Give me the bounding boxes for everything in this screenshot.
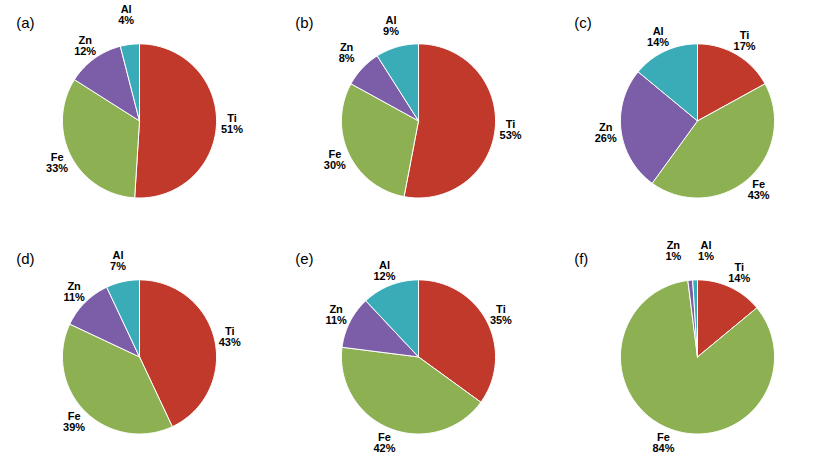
svg-text:(d): (d)	[17, 250, 35, 267]
svg-text:Ti43%: Ti43%	[219, 325, 241, 348]
svg-text:Ti51%: Ti51%	[221, 112, 243, 135]
svg-text:Ti17%: Ti17%	[733, 29, 755, 52]
svg-text:Zn12%: Zn12%	[74, 34, 96, 57]
svg-text:(b): (b)	[295, 13, 313, 30]
svg-text:Al4%: Al4%	[119, 3, 135, 26]
svg-text:Ti14%: Ti14%	[728, 262, 750, 285]
svg-text:Zn11%: Zn11%	[64, 280, 86, 303]
svg-text:(c): (c)	[574, 13, 592, 30]
svg-text:Zn8%: Zn8%	[339, 41, 355, 64]
svg-text:(f): (f)	[574, 250, 588, 267]
svg-text:Al12%: Al12%	[373, 259, 395, 282]
svg-text:Al14%: Al14%	[647, 25, 669, 48]
svg-text:Al9%: Al9%	[383, 14, 399, 37]
svg-text:Zn11%: Zn11%	[325, 303, 347, 326]
svg-text:Fe33%: Fe33%	[46, 151, 68, 174]
svg-text:Fe30%: Fe30%	[324, 148, 346, 171]
svg-text:Fe84%: Fe84%	[652, 431, 674, 454]
svg-text:Fe42%: Fe42%	[373, 431, 395, 454]
svg-text:Zn26%: Zn26%	[594, 120, 616, 143]
svg-text:Al1%: Al1%	[698, 239, 714, 262]
svg-text:(e): (e)	[295, 250, 313, 267]
svg-text:Al7%: Al7%	[110, 249, 126, 272]
svg-text:Zn1%: Zn1%	[665, 239, 681, 262]
svg-text:Fe43%: Fe43%	[747, 178, 769, 201]
svg-text:Ti35%: Ti35%	[490, 303, 512, 326]
svg-text:(a): (a)	[17, 13, 35, 30]
svg-text:Fe39%: Fe39%	[63, 411, 85, 434]
svg-text:Ti53%: Ti53%	[500, 117, 522, 140]
